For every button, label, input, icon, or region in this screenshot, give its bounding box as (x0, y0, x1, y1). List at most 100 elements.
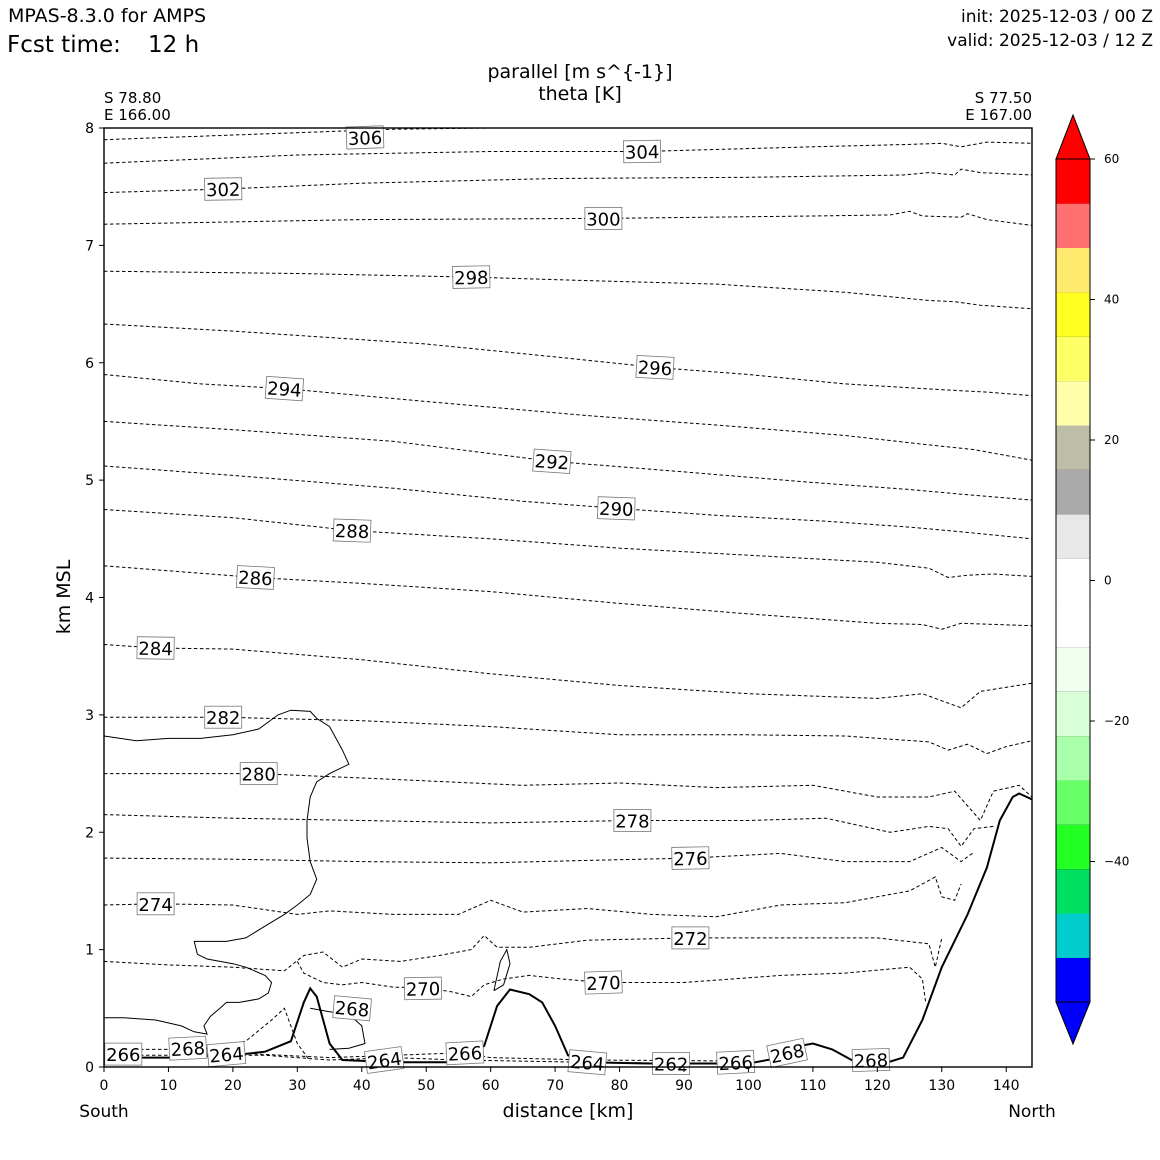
colorbar-tick-label: 40 (1104, 293, 1119, 307)
theta-label-306: 306 (345, 125, 385, 150)
theta-label-box (104, 1042, 143, 1066)
theta-label-264: 264 (363, 1046, 405, 1075)
colorbar-segment (1056, 469, 1090, 515)
theta-label-298: 298 (452, 265, 491, 289)
right-end-lat: S 77.50 (975, 89, 1032, 107)
theta-label-text: 304 (625, 142, 660, 164)
zero-wind-contours (103, 709, 511, 1050)
colorbar-segment (1056, 380, 1090, 426)
y-axis-ticks: 0 1 2 3 4 5 6 7 8 (85, 121, 104, 1076)
y-tick-label: 1 (85, 943, 94, 959)
theta-label-282: 282 (204, 705, 243, 729)
theta-label-288: 288 (332, 518, 372, 543)
theta-label-text: 262 (654, 1055, 688, 1076)
theta-contour-278 (103, 814, 994, 848)
colorbar-segment (1056, 647, 1090, 692)
colorbar-segment (1056, 735, 1090, 781)
theta-label-box (452, 265, 491, 289)
theta-label-280: 280 (239, 762, 278, 786)
theta-label-box (567, 1049, 608, 1076)
theta-label-box (671, 926, 710, 950)
theta-label-box (235, 565, 275, 590)
theta-label-text: 268 (334, 998, 370, 1022)
theta-contour-288 (103, 509, 1033, 579)
theta-label-box (851, 1047, 891, 1073)
valid-time: valid: 2025-12-03 / 12 Z (947, 31, 1153, 51)
theta-label-box (332, 995, 372, 1022)
x-tick-label: 50 (417, 1078, 435, 1094)
theta-label-text: 268 (853, 1050, 888, 1072)
theta-label-266: 266 (104, 1042, 143, 1066)
x-tick-label: 120 (864, 1078, 891, 1094)
theta-label-text: 270 (586, 973, 621, 995)
theta-label-268: 268 (766, 1037, 808, 1068)
theta-contour-300 (103, 210, 1033, 226)
theta-contour-304 (103, 141, 1033, 164)
theta-label-text: 272 (673, 929, 707, 950)
theta-label-text: 302 (206, 180, 241, 202)
theta-label-266: 266 (445, 1040, 485, 1066)
theta-label-box (204, 705, 243, 729)
theta-label-296: 296 (635, 355, 675, 380)
theta-contour-298 (103, 270, 1033, 310)
colorbar-segment (1056, 336, 1090, 382)
theta-label-text: 306 (348, 128, 383, 150)
theta-label-292: 292 (532, 448, 572, 474)
theta-contour-302 (103, 168, 1033, 194)
x-tick-label: 10 (160, 1078, 178, 1094)
theta-label-box (652, 1052, 690, 1075)
theta-contour-284 (103, 644, 1033, 709)
theta-label-text: 284 (138, 639, 173, 661)
theta-label-262: 262 (652, 1052, 690, 1076)
theta-contour-292 (103, 420, 1033, 501)
colorbar-segment (1056, 513, 1090, 559)
y-tick-label: 2 (85, 825, 94, 841)
colorbar-segment (1056, 558, 1090, 603)
x-tick-label: 60 (482, 1078, 500, 1094)
colorbar-segment (1056, 159, 1090, 204)
colorbar-segment (1056, 868, 1090, 914)
theta-contour-296 (103, 323, 1033, 397)
theta-label-294: 294 (264, 375, 305, 402)
theta-contour-272 (103, 934, 943, 972)
theta-label-box (239, 762, 278, 785)
theta-label-box (532, 448, 572, 474)
theta-label-box (597, 496, 636, 521)
theta-label-270: 270 (403, 976, 443, 1001)
theta-label-text: 290 (599, 499, 634, 521)
x-axis-ticks: 0 10 20 30 40 50 60 70 80 90 100 110 120 130 140 (100, 1067, 1020, 1094)
theta-label-text: 266 (718, 1052, 753, 1075)
theta-label-270: 270 (584, 970, 623, 995)
theta-label-286: 286 (235, 565, 275, 590)
theta-label-266: 266 (716, 1049, 756, 1075)
x-axis-label: distance [km] (503, 1100, 634, 1122)
theta-label-box (136, 892, 175, 916)
theta-contour-286 (103, 565, 1033, 630)
init-time: init: 2025-12-03 / 00 Z (961, 7, 1153, 27)
x-tick-label: 100 (735, 1078, 762, 1094)
x-tick-label: 130 (928, 1078, 955, 1094)
theta-label-304: 304 (623, 139, 662, 164)
theta-label-box (168, 1035, 208, 1061)
right-end-lon: E 167.00 (965, 106, 1032, 124)
x-tick-label: 110 (800, 1078, 827, 1094)
forecast-time-label: Fcst time: (7, 32, 121, 58)
colorbar-tick-label: −40 (1104, 855, 1129, 869)
theta-label-272: 272 (671, 926, 710, 950)
theta-label-text: 268 (170, 1038, 205, 1061)
x-tick-label: 30 (288, 1078, 306, 1094)
plot-frame (103, 127, 1033, 1068)
theta-contour-282 (104, 716, 1033, 755)
theta-label-text: 278 (615, 812, 649, 833)
theta-contour-268 (104, 1007, 311, 1062)
theta-label-box (584, 970, 623, 995)
theta-label-box (716, 1049, 756, 1075)
theta-label-264: 264 (567, 1049, 608, 1076)
theta-label-box (635, 355, 675, 380)
theta-label-264: 264 (206, 1041, 247, 1068)
theta-label-text: 264 (366, 1049, 403, 1075)
theta-label-284: 284 (136, 636, 175, 661)
theta-label-box (345, 125, 385, 150)
theta-label-278: 278 (613, 809, 652, 833)
chart-title-line1: parallel [m s^{-1}] (487, 61, 672, 83)
